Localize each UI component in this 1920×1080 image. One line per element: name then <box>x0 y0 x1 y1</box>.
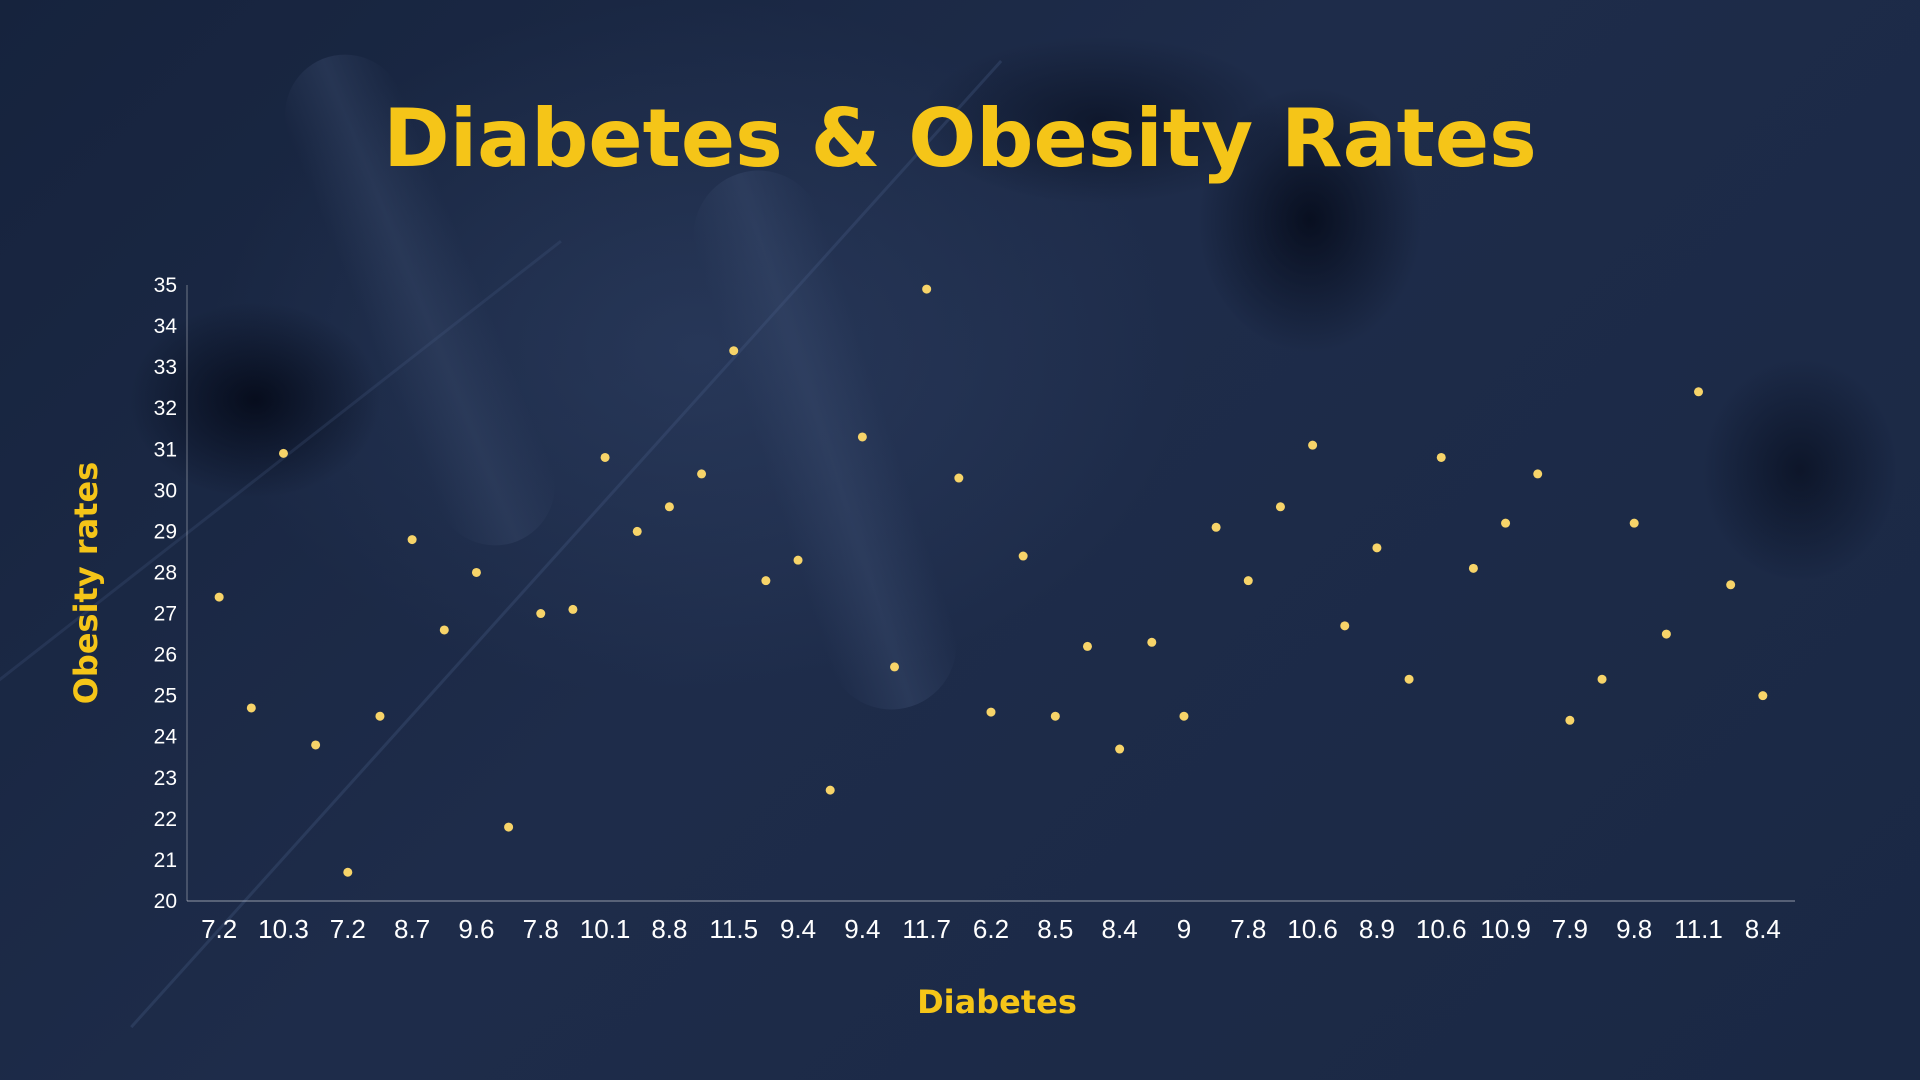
data-point <box>375 711 385 721</box>
data-point <box>697 469 707 479</box>
x-tick-label: 11.5 <box>709 914 758 944</box>
x-tick-label: 8.7 <box>394 914 430 944</box>
data-point <box>1308 440 1318 450</box>
x-tick-label: 11.7 <box>902 914 951 944</box>
data-point <box>278 448 288 458</box>
data-point <box>761 576 771 586</box>
data-point <box>1050 711 1060 721</box>
data-point <box>664 502 674 512</box>
data-point <box>1211 522 1221 532</box>
x-tick-labels: 7.2 10.3 7.2 8.7 9.6 7.8 10.1 8.8 11.5 9.4 9.4 11.7… <box>201 914 1781 944</box>
data-point <box>825 785 835 795</box>
y-axis-label: Obesity rates <box>67 462 105 705</box>
data-point <box>1629 518 1639 528</box>
data-point <box>1436 452 1446 462</box>
x-tick-label: 10.3 <box>258 914 309 944</box>
x-tick-label: 7.8 <box>1230 914 1266 944</box>
data-point <box>729 346 739 356</box>
data-point <box>1404 674 1414 684</box>
data-point <box>471 567 481 577</box>
y-tick-label: 30 <box>154 479 177 502</box>
data-point <box>1694 387 1704 397</box>
x-tick-label: 10.6 <box>1416 914 1467 944</box>
data-point <box>857 432 867 442</box>
x-tick-label: 10.6 <box>1287 914 1338 944</box>
y-tick-label: 27 <box>154 603 177 626</box>
y-tick-label: 28 <box>154 561 177 584</box>
data-point <box>1726 580 1736 590</box>
x-tick-label: 9 <box>1177 914 1191 944</box>
x-tick-label: 7.2 <box>201 914 237 944</box>
data-point <box>407 535 417 545</box>
y-tick-label: 26 <box>154 644 177 667</box>
data-point <box>632 526 642 536</box>
data-point <box>1179 711 1189 721</box>
x-tick-label: 8.5 <box>1037 914 1073 944</box>
data-point <box>1597 674 1607 684</box>
y-tick-label: 29 <box>154 520 177 543</box>
y-tick-labels: 20 21 22 23 24 25 26 27 28 29 30 31 32 33 34 35 <box>154 274 178 913</box>
x-tick-label: 8.4 <box>1745 914 1781 944</box>
data-point <box>311 740 321 750</box>
data-point <box>1115 744 1125 754</box>
data-point <box>1758 691 1768 701</box>
x-tick-label: 8.9 <box>1359 914 1395 944</box>
data-point <box>536 609 546 619</box>
data-point <box>1468 563 1478 573</box>
x-tick-label: 9.4 <box>844 914 880 944</box>
x-axis-label: Diabetes <box>917 983 1077 1021</box>
data-point <box>214 592 224 602</box>
y-tick-label: 35 <box>154 274 177 297</box>
data-point <box>246 703 256 713</box>
data-point <box>890 662 900 672</box>
data-point <box>1147 637 1157 647</box>
data-point <box>600 452 610 462</box>
data-point <box>793 555 803 565</box>
x-tick-label: 10.1 <box>580 914 631 944</box>
y-tick-label: 32 <box>154 397 177 420</box>
y-tick-label: 31 <box>154 438 177 461</box>
y-tick-label: 20 <box>154 890 177 913</box>
data-point <box>1275 502 1285 512</box>
data-point <box>1565 715 1575 725</box>
data-point <box>1372 543 1382 553</box>
data-point <box>1018 551 1028 561</box>
data-point <box>1501 518 1511 528</box>
x-tick-label: 9.8 <box>1616 914 1652 944</box>
x-tick-label: 7.9 <box>1552 914 1588 944</box>
y-tick-label: 34 <box>154 315 178 338</box>
data-point <box>439 625 449 635</box>
data-point <box>504 822 514 832</box>
data-point <box>568 604 578 614</box>
y-tick-label: 22 <box>154 808 177 831</box>
data-point <box>1082 641 1092 651</box>
x-tick-label: 6.2 <box>973 914 1009 944</box>
chart-title: Diabetes & Obesity Rates <box>383 92 1537 185</box>
data-point <box>343 867 353 877</box>
y-tick-label: 21 <box>154 849 177 872</box>
x-tick-label: 8.8 <box>651 914 687 944</box>
y-tick-label: 25 <box>154 685 177 708</box>
y-tick-label: 24 <box>154 726 178 749</box>
x-tick-label: 9.4 <box>780 914 816 944</box>
data-point <box>922 284 932 294</box>
data-point <box>1661 629 1671 639</box>
x-tick-label: 10.9 <box>1480 914 1531 944</box>
x-tick-label: 11.1 <box>1674 914 1723 944</box>
x-tick-label: 7.2 <box>330 914 366 944</box>
data-point <box>954 473 964 483</box>
data-point <box>1340 621 1350 631</box>
y-tick-label: 23 <box>154 767 177 790</box>
x-tick-label: 9.6 <box>458 914 494 944</box>
data-point <box>1533 469 1543 479</box>
data-point <box>1243 576 1253 586</box>
x-tick-label: 7.8 <box>523 914 559 944</box>
data-point <box>986 707 996 717</box>
y-tick-label: 33 <box>154 356 177 379</box>
data-points <box>214 284 1768 877</box>
x-tick-label: 8.4 <box>1102 914 1138 944</box>
